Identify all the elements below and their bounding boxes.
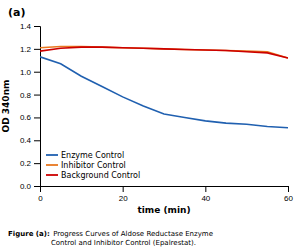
series-line	[40, 57, 288, 128]
tick: 0	[38, 186, 43, 203]
tick: 60	[284, 186, 293, 203]
legend-item: Enzyme Control	[46, 151, 124, 160]
tick-label: 0.6	[20, 113, 32, 122]
tick-mark	[34, 72, 40, 73]
tick: 0.8	[20, 91, 40, 100]
tick-label: 60	[284, 194, 293, 203]
tick: 20	[119, 186, 128, 203]
tick: 1.0	[20, 68, 40, 77]
tick-mark	[34, 140, 40, 141]
tick-label: 0	[38, 194, 43, 203]
tick-label: 20	[119, 194, 128, 203]
legend-swatch	[46, 174, 58, 176]
tick-label: 0.2	[20, 159, 32, 168]
legend-label: Inhibitor Control	[61, 161, 126, 170]
plot-area: 0 20 40 60 0.0 0.2 0.4 0.6 0.8 1.0 1.2 1.4 time (min…	[1, 22, 293, 215]
tick: 1.4	[20, 22, 40, 31]
tick-mark	[34, 186, 40, 187]
tick-mark	[288, 186, 289, 192]
axis-line	[34, 27, 41, 187]
tick: 0.0	[20, 182, 40, 191]
tick-label: 0.4	[20, 136, 32, 145]
legend-swatch	[46, 164, 58, 166]
title: (a)	[8, 6, 25, 19]
legend: Enzyme ControlInhibitor ControlBackgroun…	[46, 151, 140, 180]
series-line	[40, 47, 288, 58]
legend-item: Inhibitor Control	[46, 161, 126, 170]
tick: 40	[201, 186, 210, 203]
y-axis: 0.0 0.2 0.4 0.6 0.8 1.0 1.2 1.4	[20, 22, 41, 191]
chart: 0 20 40 60 0.0 0.2 0.4 0.6 0.8 1.0 1.2 1.4 time (min…	[0, 0, 300, 250]
tick: 0.6	[20, 113, 40, 122]
y-axis-title: OD 340nm	[1, 80, 11, 133]
legend-label: Enzyme Control	[61, 151, 124, 160]
lines	[40, 47, 288, 128]
tick-mark	[205, 186, 206, 192]
tick: 0.4	[20, 136, 40, 145]
axis-line	[41, 187, 289, 193]
legend-item: Background Control	[46, 171, 140, 180]
tick-mark	[34, 49, 40, 50]
tick-mark	[123, 186, 124, 192]
tick-mark	[34, 117, 40, 118]
tick-mark	[34, 95, 40, 96]
x-axis: 0 20 40 60	[38, 186, 293, 203]
tick-label: 40	[201, 194, 210, 203]
tick-label: 1.4	[20, 22, 32, 31]
tick-label: 0.0	[20, 182, 32, 191]
x-axis-title: time (min)	[137, 205, 190, 215]
tick-label: 1.2	[20, 45, 32, 54]
legend-swatch	[46, 154, 58, 156]
tick: 1.2	[20, 45, 40, 54]
caption: Progress Curves of Aldose Reductase Enzy…	[51, 230, 213, 247]
legend-label: Background Control	[61, 171, 140, 180]
tick-label: 0.8	[20, 91, 32, 100]
tick: 0.2	[20, 159, 40, 168]
series-line	[40, 47, 288, 58]
tick-mark	[34, 163, 40, 164]
tick-mark	[34, 26, 40, 27]
tick-label: 1.0	[20, 68, 32, 77]
caption: Figure (a):	[8, 230, 50, 238]
